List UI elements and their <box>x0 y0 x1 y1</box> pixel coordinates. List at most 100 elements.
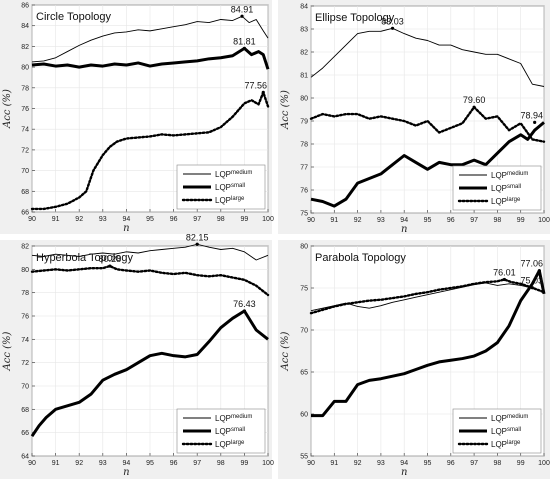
x-tick-label: 95 <box>424 460 432 467</box>
peak-marker <box>240 14 244 18</box>
peak-marker <box>261 90 265 94</box>
y-tick-label: 80 <box>300 96 308 103</box>
y-tick-label: 68 <box>21 189 29 196</box>
x-tick-label: 96 <box>170 460 178 467</box>
x-tick-label: 100 <box>538 460 550 467</box>
legend-entry-base: LQP <box>215 170 231 179</box>
x-tick-label: 97 <box>193 460 201 467</box>
legend-entry-superscript: medium <box>507 414 528 420</box>
y-tick-label: 72 <box>21 360 29 367</box>
y-tick-label: 68 <box>21 407 29 414</box>
x-tick-label: 90 <box>28 216 36 223</box>
y-axis-label: Acc (%) <box>280 331 291 371</box>
legend-entry-superscript: small <box>507 184 521 190</box>
x-tick-label: 100 <box>538 217 550 224</box>
y-tick-label: 76 <box>21 314 29 321</box>
data-label: 76.01 <box>493 268 516 278</box>
y-tick-label: 70 <box>21 384 29 391</box>
peak-marker <box>390 26 395 30</box>
legend-entry-superscript: large <box>507 440 521 446</box>
legend-entry-base: LQP <box>215 183 231 192</box>
y-tick-label: 86 <box>21 3 29 10</box>
x-axis-label: n <box>401 467 407 478</box>
ellipse-topology-panel: 90 91 92 93 94 95 96 97 98 99 100 75 76 77 78 79 80 81 82 8… <box>278 0 550 235</box>
x-tick-label: 91 <box>330 217 338 224</box>
legend-entry-base: LQP <box>491 440 507 449</box>
y-tick-label: 84 <box>300 4 308 11</box>
legend-entry-superscript: small <box>231 427 245 433</box>
series-line-small <box>31 46 270 70</box>
data-label: 78.94 <box>520 110 543 120</box>
peak-marker <box>533 120 537 124</box>
x-tick-label: 99 <box>241 216 249 223</box>
y-tick-label: 78 <box>300 142 308 149</box>
legend-entry-superscript: large <box>507 197 521 203</box>
data-label: 77.06 <box>520 259 543 269</box>
y-tick-label: 55 <box>300 454 308 461</box>
x-tick-label: 96 <box>447 217 455 224</box>
legend-entry: LQPlarge <box>215 196 245 205</box>
legend-entry-base: LQP <box>491 427 507 436</box>
x-tick-label: 90 <box>28 460 36 467</box>
y-tick-label: 74 <box>21 337 29 344</box>
x-tick-label: 98 <box>217 460 225 467</box>
data-label: 75.03 <box>520 276 543 286</box>
y-tick-label: 78 <box>21 290 29 297</box>
y-tick-label: 66 <box>21 430 29 437</box>
legend-entry-base: LQP <box>215 196 231 205</box>
y-axis-label: Acc (%) <box>280 90 291 130</box>
x-tick-label: 94 <box>123 216 131 223</box>
x-tick-label: 99 <box>517 217 525 224</box>
data-label: 81.81 <box>233 36 256 46</box>
x-tick-label: 90 <box>307 460 315 467</box>
peak-marker <box>242 309 246 313</box>
legend-entry-superscript: large <box>231 440 245 446</box>
series-line-medium <box>31 243 269 261</box>
series-line-medium <box>31 15 269 63</box>
y-tick-label: 82 <box>21 44 29 51</box>
legend-entry-base: LQP <box>215 414 231 423</box>
peak-marker <box>472 105 476 109</box>
y-tick-label: 74 <box>21 127 29 134</box>
series-line-medium <box>310 27 545 87</box>
legend-entry: LQPsmall <box>491 184 521 193</box>
y-tick-label: 84 <box>21 23 29 30</box>
peak-marker <box>530 286 534 290</box>
x-tick-label: 98 <box>217 216 225 223</box>
legend-entry-base: LQP <box>215 427 231 436</box>
y-tick-label: 66 <box>21 210 29 217</box>
x-tick-label: 97 <box>470 217 478 224</box>
series-line-small <box>30 309 269 438</box>
y-tick-label: 80 <box>300 244 308 251</box>
x-tick-label: 92 <box>354 217 362 224</box>
series-line-small <box>310 121 545 208</box>
legend-entry-superscript: small <box>507 427 521 433</box>
y-tick-label: 75 <box>300 286 308 293</box>
legend-entry: LQPlarge <box>491 440 521 449</box>
y-tick-label: 76 <box>300 188 308 195</box>
legend-entry-base: LQP <box>491 197 507 206</box>
peak-marker <box>108 264 112 268</box>
peak-marker <box>537 269 541 273</box>
y-tick-label: 72 <box>21 147 29 154</box>
series-line-small <box>311 269 546 418</box>
x-tick-label: 100 <box>262 460 274 467</box>
chart-title: Ellipse Topology <box>315 12 395 24</box>
y-tick-label: 65 <box>300 370 308 377</box>
data-label: 76.43 <box>233 299 256 309</box>
y-tick-label: 75 <box>300 211 308 218</box>
x-tick-label: 90 <box>307 217 315 224</box>
legend-entry-superscript: small <box>231 183 245 189</box>
x-tick-label: 93 <box>377 217 385 224</box>
series-line-large <box>309 278 546 315</box>
y-tick-label: 77 <box>300 165 308 172</box>
y-tick-label: 70 <box>21 168 29 175</box>
legend-entry-base: LQP <box>491 171 507 180</box>
peak-marker <box>502 277 506 282</box>
y-tick-label: 80 <box>21 267 29 274</box>
x-tick-label: 100 <box>262 216 274 223</box>
x-axis-label: n <box>123 467 129 478</box>
parabola-topology-panel: 90 91 92 93 94 95 96 97 98 99 100 55 60 65 70 75 80 n Acc … <box>278 240 550 479</box>
x-tick-label: 96 <box>447 460 455 467</box>
x-tick-label: 98 <box>494 217 502 224</box>
